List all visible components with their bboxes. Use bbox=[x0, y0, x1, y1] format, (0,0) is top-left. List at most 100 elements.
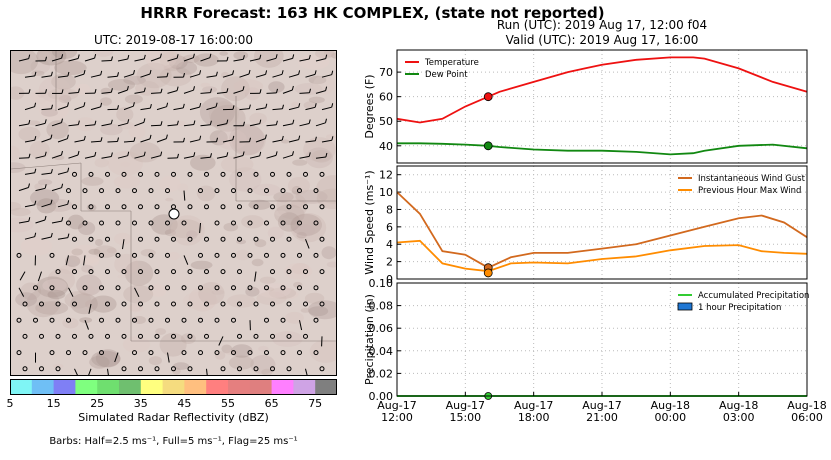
wind-barb bbox=[148, 317, 154, 323]
wind-barb bbox=[220, 301, 226, 307]
wind-barb bbox=[216, 88, 229, 94]
radar-map[interactable] bbox=[10, 50, 337, 376]
legend-label: Previous Hour Max Wind bbox=[698, 186, 801, 196]
wind-barb bbox=[171, 301, 176, 307]
wind-barb bbox=[297, 252, 302, 258]
wind-barb bbox=[247, 220, 253, 226]
wind-barb bbox=[117, 151, 130, 159]
colorbar-swatch bbox=[315, 379, 337, 395]
wind-barb bbox=[313, 188, 319, 194]
wind-barb bbox=[57, 134, 69, 143]
wind-barb bbox=[187, 301, 193, 307]
wind-barb bbox=[187, 171, 193, 177]
wind-barb bbox=[286, 333, 292, 339]
wind-barb bbox=[303, 301, 308, 307]
colorbar-tick-label: 45 bbox=[177, 397, 192, 410]
wind-barb bbox=[171, 236, 176, 242]
wind-barb bbox=[122, 239, 125, 250]
wind-barb bbox=[138, 236, 143, 242]
wind-barb bbox=[84, 53, 97, 62]
x-tick-label: 03:00 bbox=[723, 411, 755, 424]
wind-barb bbox=[255, 103, 268, 111]
wind-barb bbox=[264, 350, 269, 356]
wind-barb bbox=[88, 368, 92, 375]
wind-barb bbox=[167, 86, 179, 94]
valid-title: Valid (UTC): 2019 Aug 17, 16:00 bbox=[505, 33, 699, 47]
wind-barb bbox=[237, 171, 242, 177]
wind-barb bbox=[66, 317, 71, 323]
wind-barb bbox=[253, 301, 259, 307]
wind-barb bbox=[198, 252, 203, 258]
wind-barb bbox=[299, 320, 303, 331]
wind-barb bbox=[233, 86, 245, 94]
wind-barb bbox=[237, 269, 242, 275]
wind-barb bbox=[266, 120, 278, 127]
wind-barb bbox=[72, 204, 77, 210]
wind-barb bbox=[183, 152, 196, 159]
wind-barb bbox=[138, 171, 143, 177]
wind-barb bbox=[270, 333, 275, 339]
wind-barb bbox=[72, 301, 77, 307]
wind-barb bbox=[264, 188, 269, 194]
wind-barb bbox=[105, 204, 110, 210]
wind-barb bbox=[107, 368, 109, 375]
wind-barb bbox=[231, 220, 236, 226]
wind-barb bbox=[299, 119, 311, 127]
wind-barb bbox=[140, 134, 152, 143]
wind-barb bbox=[181, 285, 187, 291]
wind-barb bbox=[115, 252, 121, 258]
barbs-legend-note: Barbs: Half=2.5 ms⁻¹, Full=5 ms⁻¹, Flag=… bbox=[49, 436, 298, 447]
wind-barb bbox=[167, 352, 170, 363]
wind-barb bbox=[189, 135, 202, 143]
x-tick-label: Aug-18 bbox=[651, 399, 690, 412]
y-tick-label: 40 bbox=[379, 140, 393, 153]
colorbar-swatch bbox=[10, 379, 33, 395]
wind-barb bbox=[181, 350, 187, 356]
wind-barb bbox=[264, 285, 269, 291]
wind-barb bbox=[216, 152, 229, 159]
wind-barb bbox=[313, 317, 319, 323]
wind-barb bbox=[66, 188, 71, 194]
wind-barb bbox=[303, 333, 308, 339]
wind-barb bbox=[115, 188, 121, 194]
run-title: Run (UTC): 2019 Aug 17, 12:00 f04 bbox=[496, 18, 708, 32]
wind-barb bbox=[270, 171, 275, 177]
wind-barb bbox=[171, 269, 176, 275]
current-time-marker bbox=[484, 392, 493, 400]
x-tick-label: 12:00 bbox=[381, 411, 413, 424]
wind-barb bbox=[303, 204, 308, 210]
wind-barb bbox=[101, 152, 113, 159]
wind-barb bbox=[154, 204, 160, 210]
wind-barb bbox=[121, 269, 127, 275]
wind-barb bbox=[270, 301, 275, 307]
wind-barb bbox=[154, 333, 160, 339]
colorbar-swatch bbox=[140, 379, 164, 395]
wind-barb bbox=[319, 171, 325, 177]
wind-barb bbox=[183, 53, 195, 62]
current-time-marker bbox=[483, 268, 493, 278]
x-tick-label: 00:00 bbox=[654, 411, 686, 424]
fire-location-marker[interactable] bbox=[168, 208, 180, 220]
wind-barb bbox=[222, 70, 235, 78]
wind-barb bbox=[321, 70, 334, 78]
wind-barb bbox=[68, 54, 80, 62]
wind-barb bbox=[39, 301, 44, 307]
wind-barb bbox=[66, 220, 71, 226]
wind-barb bbox=[206, 137, 218, 143]
wind-barb bbox=[204, 333, 209, 339]
wind-barb bbox=[101, 88, 113, 94]
wind-barb bbox=[41, 232, 53, 240]
wind-barb bbox=[167, 54, 179, 62]
wind-barb bbox=[218, 336, 224, 346]
wind-barb bbox=[247, 188, 253, 194]
wind-barb bbox=[272, 70, 284, 78]
colorbar-tick-label: 75 bbox=[308, 397, 323, 410]
wind-barb bbox=[288, 70, 301, 78]
colorbar-swatch bbox=[97, 379, 120, 395]
wind-barb bbox=[270, 236, 275, 242]
wind-barb bbox=[66, 350, 71, 356]
y-tick-label: 4 bbox=[386, 238, 393, 251]
wind-barb bbox=[88, 269, 94, 275]
wind-barb bbox=[74, 368, 78, 375]
wind-barb bbox=[19, 271, 26, 281]
